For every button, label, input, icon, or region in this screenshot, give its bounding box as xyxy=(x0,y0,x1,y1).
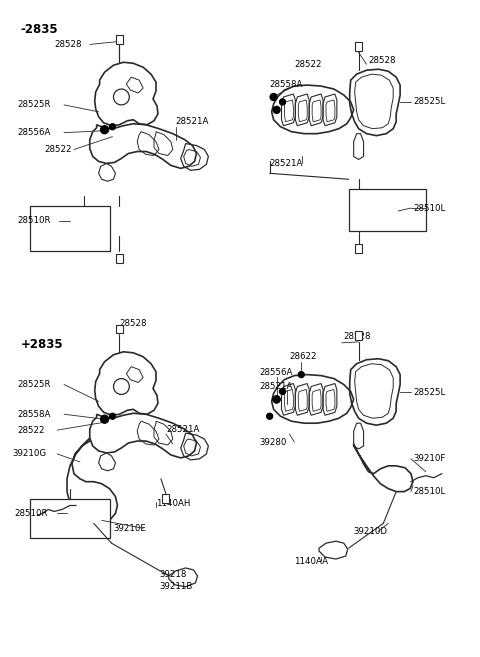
Circle shape xyxy=(101,125,108,133)
Circle shape xyxy=(267,413,273,419)
Bar xyxy=(30,499,109,538)
Text: +2835: +2835 xyxy=(21,338,63,351)
Circle shape xyxy=(270,93,277,101)
Bar xyxy=(116,35,123,44)
Text: 28521A: 28521A xyxy=(176,117,209,126)
Text: 28556A: 28556A xyxy=(18,128,51,137)
Text: 28525L: 28525L xyxy=(413,97,445,106)
Text: 39210E: 39210E xyxy=(113,524,146,533)
Text: 28521A: 28521A xyxy=(166,424,199,434)
Text: 28510R: 28510R xyxy=(14,509,48,518)
Text: 28528: 28528 xyxy=(54,40,82,49)
Text: 39218: 39218 xyxy=(159,570,186,579)
Text: 28521A: 28521A xyxy=(260,382,293,391)
Text: 28510R: 28510R xyxy=(18,216,51,225)
Text: 28522: 28522 xyxy=(294,60,322,69)
Bar xyxy=(30,206,109,251)
Text: 28528: 28528 xyxy=(120,319,147,328)
Text: -2835: -2835 xyxy=(21,22,58,35)
Text: 39210F: 39210F xyxy=(413,455,445,463)
Text: 28556A: 28556A xyxy=(260,368,293,377)
Text: 28521A: 28521A xyxy=(270,159,303,168)
Text: 28528: 28528 xyxy=(344,332,372,342)
Bar xyxy=(355,42,362,51)
Bar xyxy=(355,244,362,253)
Text: 28622: 28622 xyxy=(289,352,317,361)
Text: 28510L: 28510L xyxy=(413,204,445,212)
Text: 28525L: 28525L xyxy=(413,388,445,397)
Text: 1140AH: 1140AH xyxy=(156,499,191,508)
Text: 28558A: 28558A xyxy=(18,410,51,419)
Text: 28558A: 28558A xyxy=(270,79,303,89)
Text: 39280: 39280 xyxy=(260,438,287,447)
Text: 28525R: 28525R xyxy=(18,101,51,110)
Bar xyxy=(349,189,426,231)
Bar xyxy=(116,325,123,334)
Text: 39211B: 39211B xyxy=(159,582,192,591)
Text: 1140AA: 1140AA xyxy=(294,556,328,566)
Text: 39210D: 39210D xyxy=(354,527,388,535)
Circle shape xyxy=(273,396,280,403)
Text: 28528: 28528 xyxy=(369,56,396,65)
Text: 39210G: 39210G xyxy=(12,449,47,459)
Text: 28525R: 28525R xyxy=(18,380,51,389)
Circle shape xyxy=(109,124,116,129)
Circle shape xyxy=(279,388,286,394)
Bar xyxy=(116,254,123,263)
Circle shape xyxy=(298,372,304,378)
Circle shape xyxy=(109,413,116,419)
Bar xyxy=(355,332,362,340)
Text: 28510L: 28510L xyxy=(413,487,445,496)
Circle shape xyxy=(273,106,280,114)
Circle shape xyxy=(101,415,108,423)
Circle shape xyxy=(279,99,286,105)
Text: 28522: 28522 xyxy=(18,426,45,435)
Bar xyxy=(162,494,169,503)
Circle shape xyxy=(273,396,280,403)
Text: 28522: 28522 xyxy=(44,145,72,154)
